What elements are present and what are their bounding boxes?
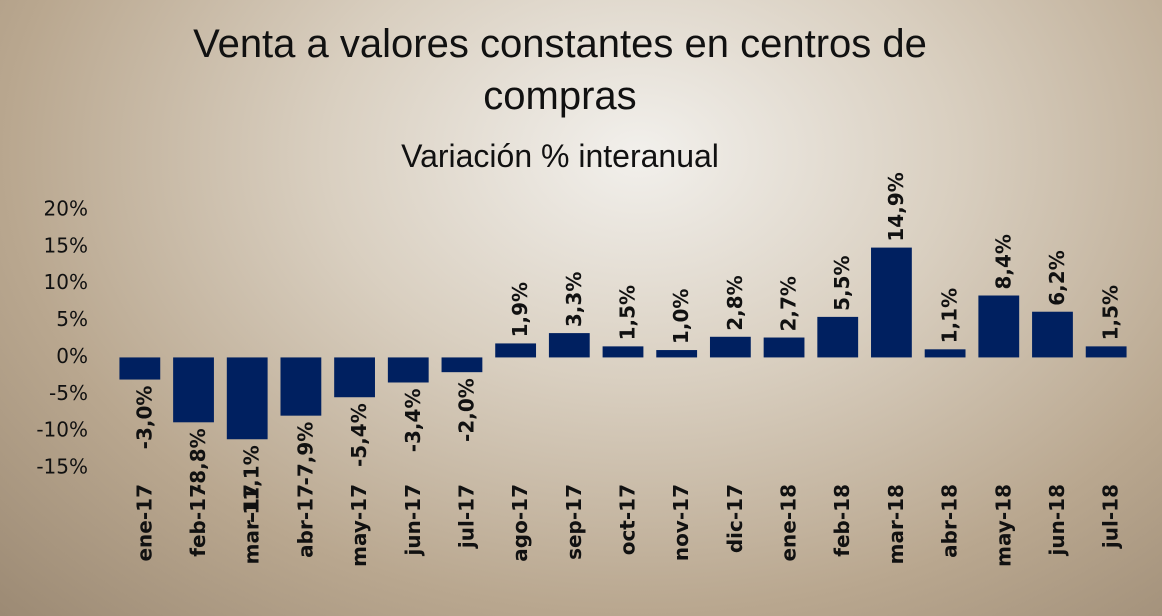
y-tick-label: -10% (36, 418, 88, 442)
value-label: 14,9% (884, 172, 908, 241)
bar (817, 317, 858, 358)
value-label: 1,5% (1099, 285, 1123, 340)
x-tick-label: jul-18 (1099, 484, 1123, 549)
value-label: 6,2% (1045, 250, 1069, 305)
y-tick-label: 20% (44, 197, 88, 221)
value-label: 2,8% (723, 275, 747, 330)
x-tick-label: abr-17 (293, 484, 317, 558)
value-label: -3,0% (132, 386, 156, 450)
x-tick-label: dic-17 (723, 484, 747, 553)
page: Venta a valores constantes en centros de… (0, 0, 1162, 616)
x-tick-label: mar-18 (884, 484, 908, 564)
y-tick-label: -15% (36, 455, 88, 479)
value-label: 1,1% (938, 288, 962, 343)
chart: -15% -10% -5% 0% 5% 10% 15% 20% ene-17 -3,0% feb-1… (0, 0, 1162, 616)
y-tick-label: 15% (44, 233, 88, 257)
value-label: -11,1% (240, 445, 264, 523)
x-tick-label: jun-18 (1045, 484, 1069, 556)
x-tick-label: may-17 (347, 484, 371, 567)
bar (764, 338, 805, 358)
bar (1086, 346, 1127, 357)
bar (495, 343, 536, 357)
value-label: -7,9% (293, 422, 317, 486)
x-tick-label: feb-17 (186, 484, 210, 557)
bar (388, 357, 429, 382)
x-tick-label: ene-17 (132, 484, 156, 562)
bar (280, 357, 321, 415)
y-tick-label: 10% (44, 270, 88, 294)
x-tick-label: ago-17 (508, 484, 532, 562)
bar (656, 350, 697, 357)
x-tick-label: oct-17 (616, 484, 640, 555)
value-label: 1,0% (669, 289, 693, 344)
bar (173, 357, 214, 422)
value-label: -3,4% (401, 388, 425, 452)
y-tick-label: 5% (56, 307, 88, 331)
bar (119, 357, 160, 379)
value-label: -8,8% (186, 428, 210, 492)
x-tick-label: abr-18 (938, 484, 962, 558)
value-label: 8,4% (991, 234, 1015, 289)
value-label: -2,0% (454, 378, 478, 442)
value-label: 1,9% (508, 282, 532, 337)
value-label: 1,5% (616, 285, 640, 340)
x-tick-label: feb-18 (830, 484, 854, 557)
x-tick-label: ene-18 (777, 484, 801, 562)
bar (1032, 312, 1073, 358)
bar (871, 248, 912, 358)
bar (549, 333, 590, 357)
x-tick-label: nov-17 (669, 484, 693, 561)
bar (442, 357, 483, 372)
value-label: 5,5% (830, 255, 854, 310)
bar (710, 337, 751, 358)
bar (227, 357, 268, 439)
value-label: 3,3% (562, 272, 586, 327)
y-tick-label: -5% (49, 381, 88, 405)
x-tick-label: jun-17 (401, 484, 425, 556)
x-tick-label: sep-17 (562, 484, 586, 560)
y-tick-label: 0% (56, 344, 88, 368)
x-tick-label: may-18 (991, 484, 1015, 567)
bar (925, 349, 966, 357)
bar (334, 357, 375, 397)
value-label: -5,4% (347, 403, 371, 467)
bar (978, 296, 1019, 358)
value-label: 2,7% (777, 276, 801, 331)
bar (603, 346, 644, 357)
x-tick-label: jul-17 (454, 484, 478, 549)
